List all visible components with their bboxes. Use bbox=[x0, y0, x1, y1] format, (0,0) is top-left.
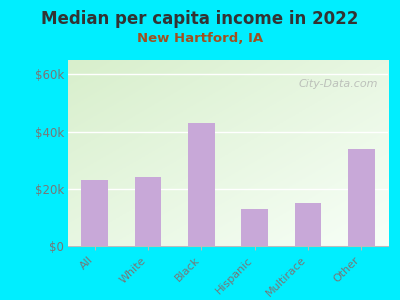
Bar bbox=[135, 177, 161, 246]
Text: Median per capita income in 2022: Median per capita income in 2022 bbox=[41, 11, 359, 28]
Bar bbox=[348, 149, 375, 246]
Text: City-Data.com: City-Data.com bbox=[299, 79, 378, 88]
Bar bbox=[241, 209, 268, 246]
Text: New Hartford, IA: New Hartford, IA bbox=[137, 32, 263, 44]
Bar bbox=[295, 203, 321, 246]
Bar bbox=[81, 180, 108, 246]
Bar bbox=[188, 123, 215, 246]
